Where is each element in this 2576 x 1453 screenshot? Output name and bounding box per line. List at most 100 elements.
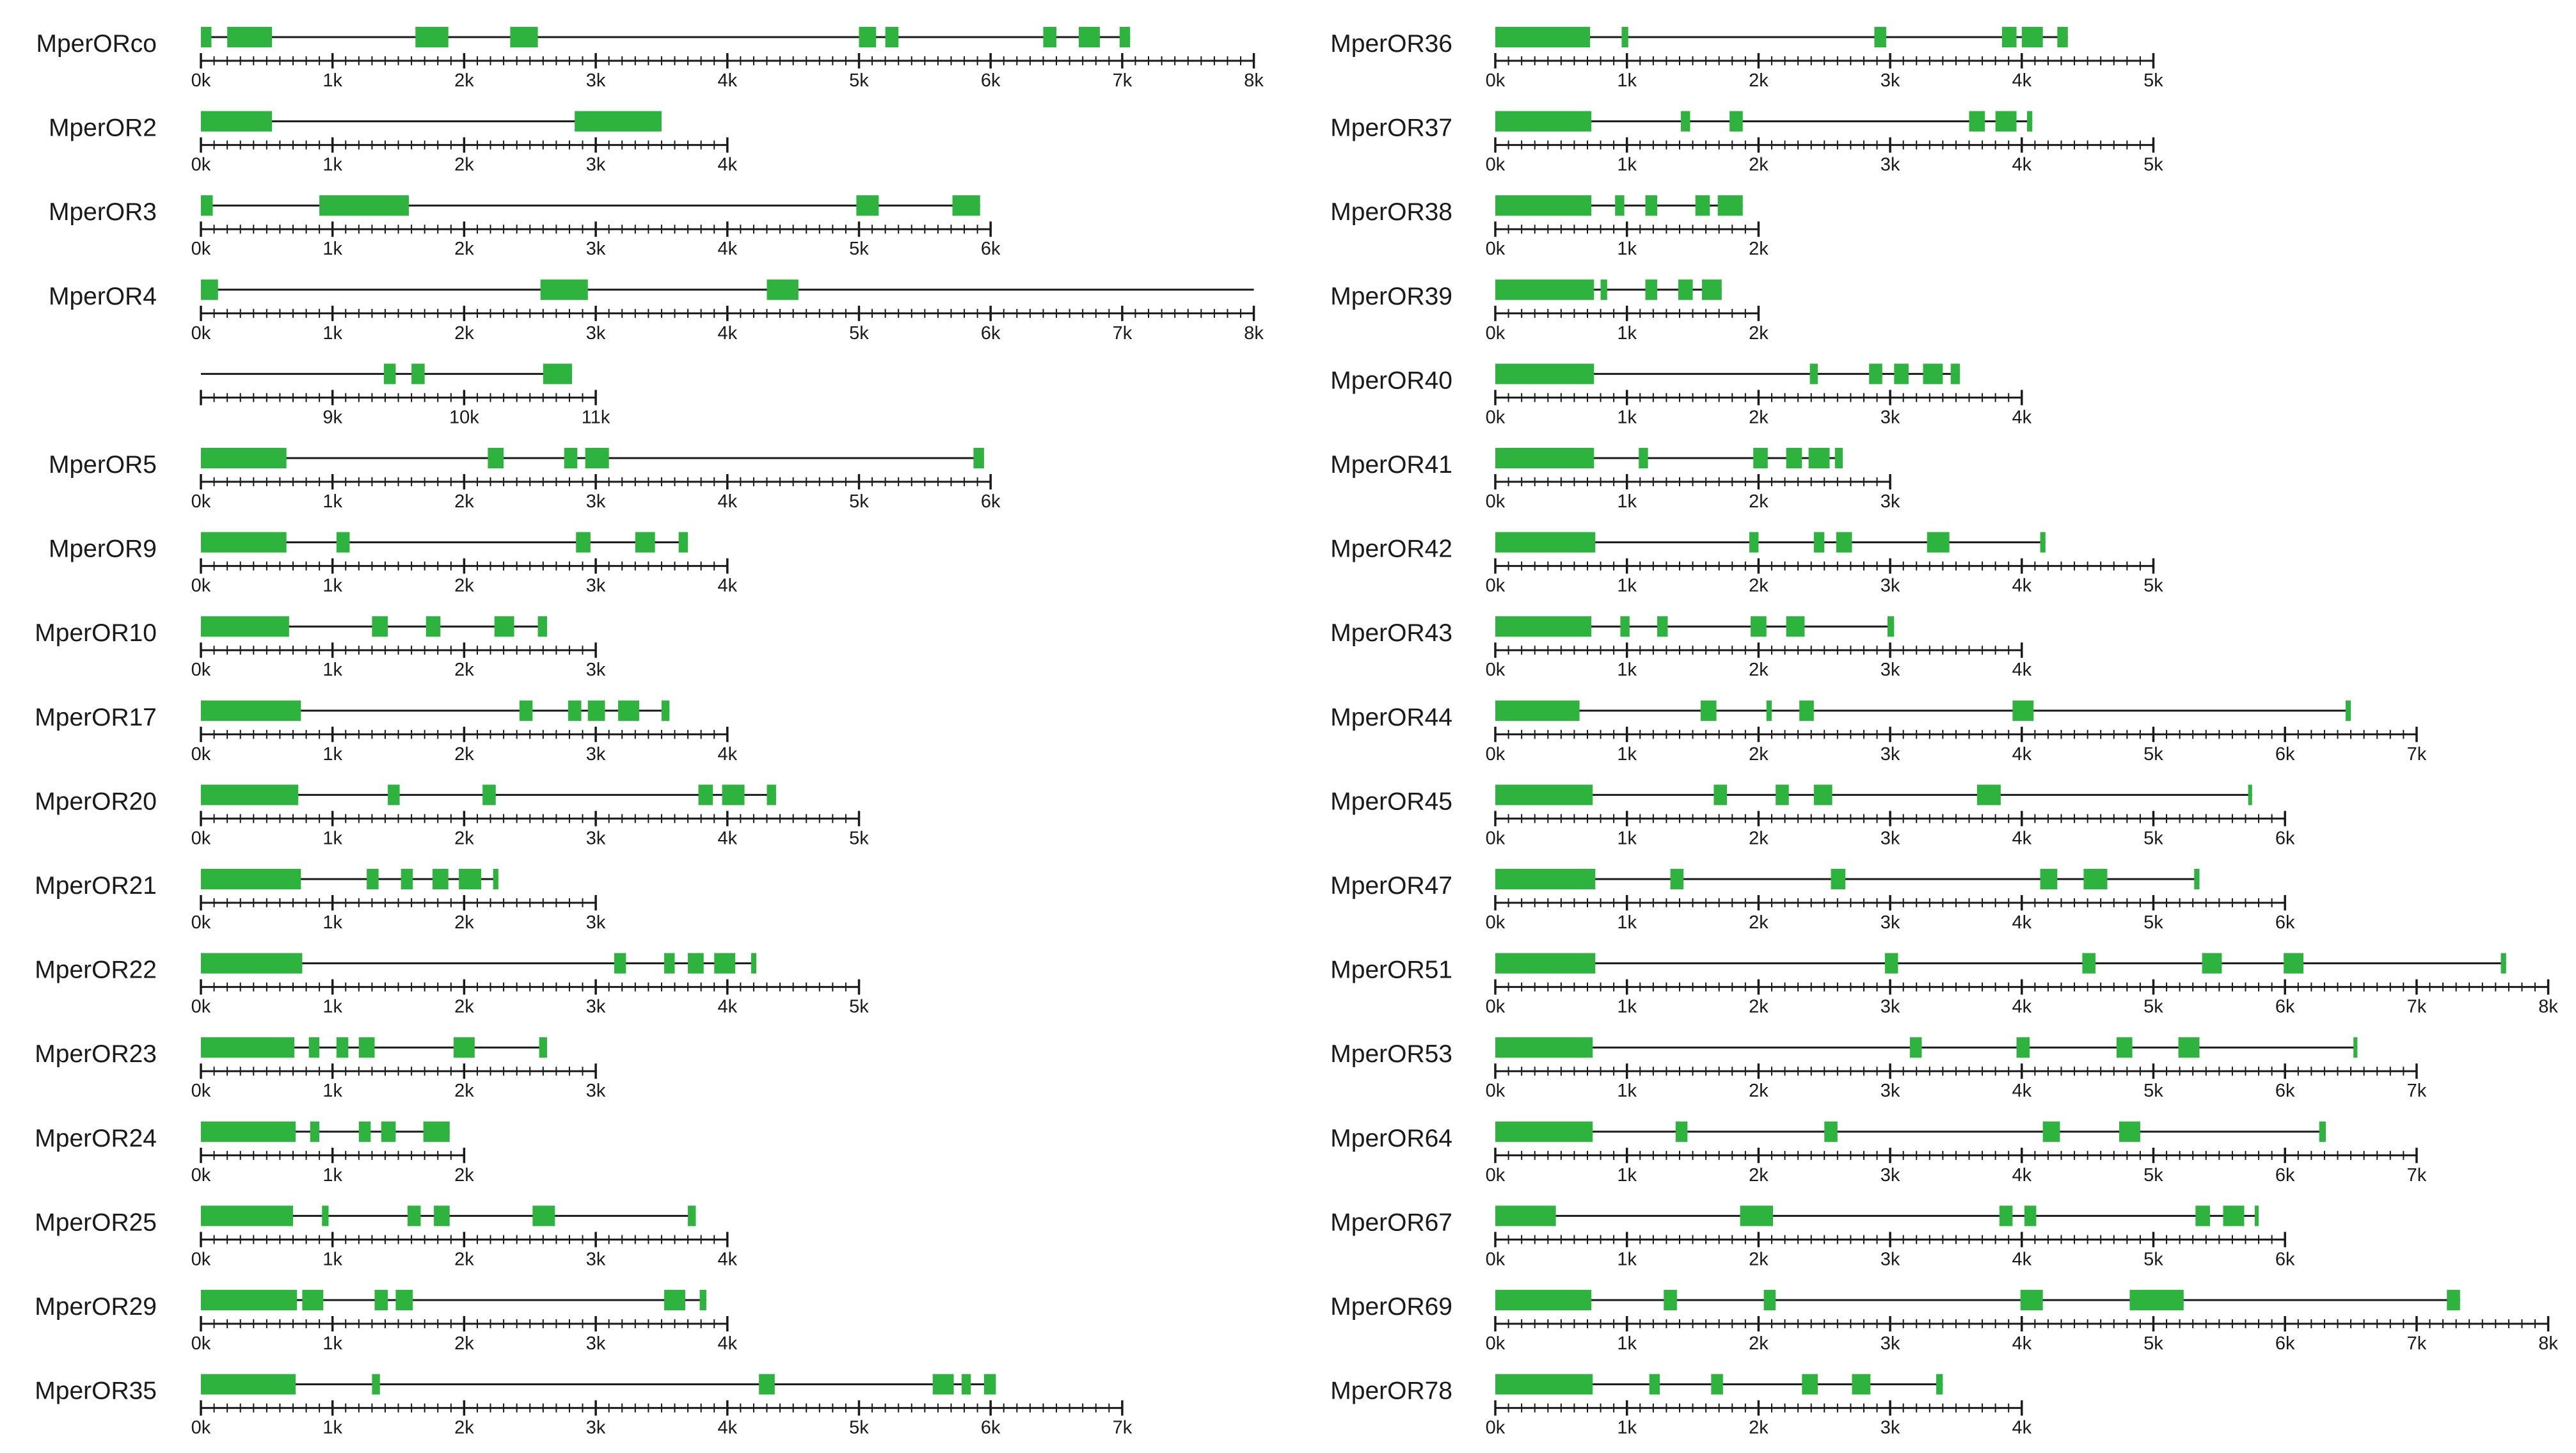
exon-box <box>201 27 212 47</box>
axis-tick-label: 3k <box>586 491 606 512</box>
exon-box <box>2040 869 2058 889</box>
axis-tick-label: 11k <box>582 407 610 427</box>
gene-track-mperor38: MperOR38 0k 1k 2k <box>1330 195 1769 259</box>
exon-box <box>2116 1037 2133 1058</box>
axis-tick-label: 7k <box>2407 1165 2427 1186</box>
axis-tick-label: 6k <box>2275 912 2295 933</box>
exon-box <box>722 784 745 806</box>
exon-box <box>1995 111 2017 132</box>
exon-box <box>751 953 757 974</box>
exon-box <box>2353 1037 2358 1058</box>
gene-label: MperOR35 <box>35 1378 157 1405</box>
axis-tick-label: 2k <box>454 576 474 596</box>
gene-label: MperOR3 <box>49 198 157 226</box>
exon-box <box>1874 27 1886 47</box>
axis-tick-label: 1k <box>1617 1249 1637 1269</box>
gene-track-mperor47: MperOR47 0k 1k 2k 3k 4k 5k 6k <box>1330 869 2295 933</box>
axis-tick-label: 5k <box>2143 744 2163 765</box>
axis-tick-label: 0k <box>1486 1165 1506 1186</box>
axis-tick-label: 4k <box>717 323 737 344</box>
axis-tick-label: 5k <box>849 70 869 91</box>
axis-tick-label: 2k <box>454 323 474 344</box>
gene-track-mperor45: MperOR45 0k 1k 2k 3k 4k 5k 6k <box>1330 784 2295 848</box>
axis-tick-label: 4k <box>2012 1165 2031 1186</box>
axis-tick-label: 3k <box>586 1333 606 1354</box>
axis-tick-label: 3k <box>1880 1418 1900 1438</box>
axis-tick-label: 1k <box>322 323 342 344</box>
exon-box <box>1763 1290 1776 1310</box>
axis-tick-label: 2k <box>1749 1418 1769 1438</box>
exon-box <box>1495 1121 1593 1142</box>
axis-tick-label: 0k <box>1486 912 1506 933</box>
exon-box <box>983 1374 996 1395</box>
gene-track-mperor3: MperOR3 0k 1k 2k 3k 4k 5k 6k <box>49 195 1001 259</box>
exon-box <box>2027 111 2033 132</box>
exon-box <box>227 27 273 47</box>
exon-box <box>459 869 482 889</box>
exon-box <box>201 448 287 468</box>
exon-box <box>1620 616 1630 637</box>
axis-tick-label: 1k <box>1617 70 1637 91</box>
axis-tick-label: 0k <box>1486 491 1506 512</box>
axis-tick-label: 3k <box>1880 576 1900 596</box>
axis-tick-label: 0k <box>1486 576 1506 596</box>
axis-tick-label: 1k <box>322 828 342 848</box>
exon-box <box>635 532 655 553</box>
exon-box <box>2082 953 2095 974</box>
axis-tick-label: 1k <box>1617 323 1637 344</box>
axis-tick-label: 4k <box>717 491 737 512</box>
exon-box <box>201 1037 295 1058</box>
axis-tick-label: 4k <box>717 1249 737 1269</box>
axis-tick-label: 4k <box>2012 155 2031 175</box>
exon-box <box>1495 1374 1593 1395</box>
axis-tick-label: 4k <box>2012 70 2031 91</box>
gene-track-mperor37: MperOR37 0k 1k 2k 3k 4k 5k <box>1330 111 2163 175</box>
gene-track-mperorco: MperORco 0k 1k 2k 3k 4k 5k 6k 7k 8k <box>36 27 1264 91</box>
axis-tick-label: 0k <box>191 1418 211 1438</box>
exon-box <box>1495 448 1594 468</box>
gene-track-mperor40: MperOR40 0k 1k 2k 3k 4k <box>1330 363 2032 427</box>
gene-label: MperOR17 <box>35 704 157 731</box>
axis-tick-label: 2k <box>1749 576 1769 596</box>
gene-track-mperor43: MperOR43 0k 1k 2k 3k 4k <box>1330 616 2032 680</box>
axis-tick-label: 5k <box>849 491 869 512</box>
exon-box <box>411 363 425 385</box>
exon-box <box>1495 279 1594 300</box>
axis-tick-label: 0k <box>1486 1081 1506 1101</box>
exon-box <box>1495 1290 1592 1310</box>
gene-track-mperor21: MperOR21 0k 1k 2k 3k <box>35 869 606 933</box>
exon-box <box>201 195 213 216</box>
gene-label: MperOR38 <box>1330 198 1452 226</box>
axis-tick-label: 1k <box>1617 407 1637 427</box>
axis-tick-label: 1k <box>322 1249 342 1269</box>
exon-box <box>201 1290 298 1310</box>
gene-label: MperOR43 <box>1330 619 1452 647</box>
axis-tick-label: 5k <box>2143 1333 2163 1354</box>
axis-tick-label: 2k <box>454 912 474 933</box>
axis-tick-label: 1k <box>1617 239 1637 259</box>
exon-box <box>374 1290 388 1310</box>
axis-tick-label: 0k <box>191 828 211 848</box>
exon-box <box>201 953 303 974</box>
axis-tick-label: 6k <box>2275 1165 2295 1186</box>
exon-box <box>433 869 449 889</box>
axis-tick-label: 1k <box>1617 744 1637 765</box>
axis-tick-label: 2k <box>1749 491 1769 512</box>
axis-tick-label: 3k <box>586 912 606 933</box>
exon-box <box>537 616 547 637</box>
axis-tick-label: 1k <box>1617 576 1637 596</box>
axis-tick-label: 6k <box>981 1418 1001 1438</box>
exon-box <box>1639 448 1648 468</box>
axis-tick-label: 8k <box>2538 997 2558 1017</box>
axis-tick-label: 1k <box>322 912 342 933</box>
exon-box <box>1852 1374 1871 1395</box>
exon-box <box>2024 1205 2037 1227</box>
gene-track-mperor17: MperOR17 0k 1k 2k 3k 4k <box>35 700 738 765</box>
gene-track-mperor25: MperOR25 0k 1k 2k 3k 4k <box>35 1205 738 1269</box>
exon-box <box>1495 700 1580 721</box>
exon-box <box>1831 869 1846 889</box>
exon-box <box>201 616 289 637</box>
exon-box <box>1495 1037 1593 1058</box>
exon-box <box>423 1121 450 1142</box>
axis-tick-label: 4k <box>717 828 737 848</box>
